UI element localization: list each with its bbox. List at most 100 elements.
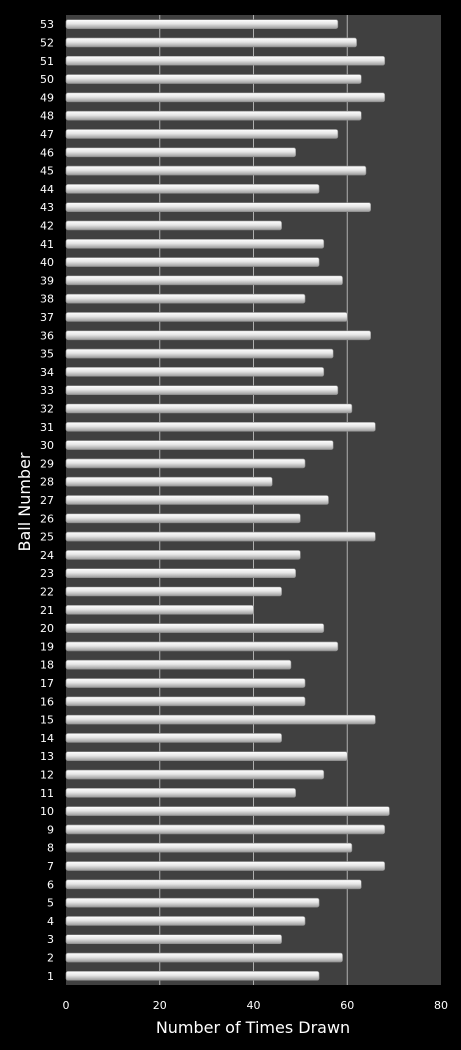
y-tick-label: 21 [40,604,54,617]
y-tick-label: 12 [40,769,54,782]
bar [65,55,386,66]
y-tick-label: 32 [40,402,54,415]
y-tick-label: 52 [40,36,54,49]
bar [65,788,296,798]
y-tick-label: 23 [40,567,54,580]
bar [65,861,386,871]
y-tick-label: 18 [40,659,54,672]
bar [65,568,296,579]
y-tick-label: 33 [40,384,54,397]
bar [65,220,282,231]
y-tick-label: 37 [40,311,54,324]
y-tick-label: 6 [47,878,54,891]
y-tick-label: 38 [40,293,54,306]
bar [65,641,339,652]
y-tick-label: 49 [40,91,54,104]
y-tick-label: 31 [40,421,54,434]
bar [65,367,325,377]
bar [65,751,348,762]
bar [65,184,320,194]
bar [65,714,376,725]
y-tick-label: 28 [40,476,54,489]
y-tick-label: 26 [40,512,54,525]
y-tick-label: 44 [40,183,54,196]
y-tick-label: 48 [40,110,54,123]
y-tick-label: 9 [47,823,54,836]
x-tick-label: 40 [247,999,261,1012]
x-tick-label: 60 [340,999,354,1012]
bar [65,806,390,816]
y-tick-label: 15 [40,714,54,727]
bar [65,37,357,48]
y-tick-label: 10 [40,805,54,818]
y-tick-label: 1 [47,970,54,983]
y-tick-label: 4 [47,915,54,928]
bar [65,842,353,853]
bar [65,586,282,597]
bar [65,824,386,835]
bar [65,550,301,560]
bar [65,147,296,158]
bar [65,257,320,267]
bar [65,385,339,395]
y-tick-label: 17 [40,677,54,690]
y-tick-label: 25 [40,531,54,544]
bar [65,202,371,212]
bar [65,916,306,926]
bar [65,733,282,743]
bar [65,92,386,103]
bar [65,293,306,304]
bar [65,605,254,615]
bar [65,238,325,249]
x-tick-label: 80 [434,999,448,1012]
x-axis-title: Number of Times Drawn [156,1018,350,1037]
bar [65,129,339,139]
bar [65,495,329,505]
bar [65,403,353,414]
bar [65,934,282,945]
y-tick-label: 24 [40,549,54,562]
y-tick-label: 8 [47,842,54,855]
bar [65,879,362,890]
bar [65,458,306,469]
bar [65,165,367,176]
bar [65,421,376,432]
y-tick-label: 45 [40,165,54,178]
y-tick-label: 3 [47,933,54,946]
y-tick-label: 47 [40,128,54,141]
y-tick-label: 51 [40,55,54,68]
y-tick-label: 13 [40,750,54,763]
bar [65,74,362,84]
y-tick-label: 34 [40,366,54,379]
y-tick-label: 43 [40,201,54,214]
bar [65,696,306,707]
y-axis-title: Ball Number [15,452,34,551]
bars [65,19,390,981]
y-tick-label: 39 [40,274,54,287]
bar [65,531,376,542]
bar [65,348,334,359]
bar [65,110,362,121]
y-tick-label: 27 [40,494,54,507]
y-tick-label: 41 [40,238,54,251]
y-tick-label: 19 [40,640,54,653]
y-tick-label: 50 [40,73,54,86]
y-tick-label: 20 [40,622,54,635]
bar [65,659,292,670]
y-tick-label: 53 [40,18,54,31]
bar [65,897,320,908]
y-tick-label: 36 [40,329,54,342]
bar [65,952,343,963]
bar [65,312,348,322]
y-tick-label: 5 [47,897,54,910]
y-tick-label: 30 [40,439,54,452]
y-tick-label: 40 [40,256,54,269]
y-tick-label: 11 [40,787,54,800]
y-tick-label: 29 [40,457,54,470]
bar [65,513,301,524]
bar [65,971,320,981]
x-tick-label: 0 [63,999,70,1012]
bar [65,275,343,286]
bar [65,330,371,341]
